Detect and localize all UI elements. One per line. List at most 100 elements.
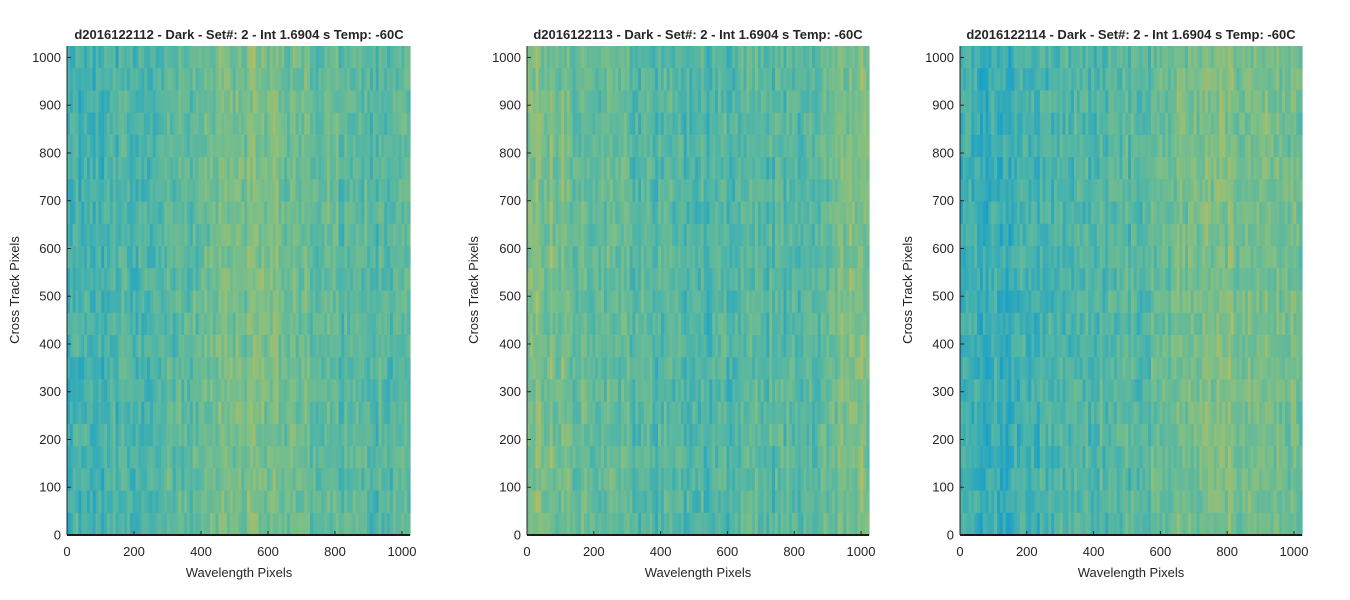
heatmap-cell (643, 157, 648, 180)
heatmap-cell (755, 446, 759, 469)
heatmap-cell (760, 90, 765, 114)
heatmap-cell (381, 46, 385, 69)
heatmap-cell (777, 268, 782, 292)
heatmap-cell (809, 423, 813, 447)
heatmap-cell (204, 312, 208, 336)
heatmap-cell (401, 157, 405, 180)
heatmap-cell (834, 423, 839, 447)
heatmap-cell (592, 201, 596, 225)
heatmap-cell (112, 312, 117, 336)
heatmap-cell (304, 68, 308, 92)
heatmap-cell (618, 290, 622, 314)
heatmap-cell (181, 312, 185, 336)
heatmap-cell (675, 46, 679, 69)
heatmap-cell (364, 468, 368, 492)
heatmap-cell (683, 46, 688, 69)
heatmap-cell (586, 401, 591, 425)
heatmap-cell (272, 401, 277, 425)
heatmap-cell (609, 357, 614, 381)
heatmap-cell (806, 68, 810, 92)
heatmap-cell (794, 423, 799, 447)
heatmap-cell (355, 268, 360, 292)
heatmap-cell (555, 468, 559, 492)
heatmap-cell (81, 246, 85, 269)
heatmap-cell (626, 201, 631, 225)
heatmap-cell (541, 423, 545, 447)
heatmap-cell (569, 134, 574, 158)
heatmap-cell (723, 290, 728, 314)
heatmap-cell (87, 201, 91, 225)
heatmap-cell (167, 468, 171, 492)
heatmap-cell (164, 490, 168, 514)
heatmap-cell (635, 357, 639, 381)
heatmap-cell (535, 357, 539, 381)
heatmap-cell (358, 468, 363, 492)
heatmap-cell (575, 334, 579, 358)
heatmap-cell (98, 446, 102, 469)
heatmap-cell (292, 90, 297, 114)
heatmap-cell (141, 201, 145, 225)
heatmap-cell (118, 46, 122, 69)
heatmap-cell (857, 290, 862, 314)
heatmap-cell (392, 112, 397, 136)
heatmap-cell (341, 512, 345, 536)
heatmap-cell (395, 46, 400, 69)
heatmap-cell (212, 423, 217, 447)
x-tick-label: 400 (190, 544, 212, 559)
heatmap-cell (772, 401, 776, 425)
heatmap-cell (115, 201, 120, 225)
heatmap-cell (329, 468, 334, 492)
heatmap-cell (538, 201, 542, 225)
heatmap-cell (834, 201, 839, 225)
heatmap-cell (112, 179, 117, 203)
heatmap-cell (544, 246, 548, 269)
heatmap-cell (692, 134, 696, 158)
heatmap-cell (603, 246, 608, 269)
heatmap-cell (663, 46, 668, 69)
heatmap-cell (244, 68, 248, 92)
heatmap-cell (278, 312, 282, 336)
heatmap-cell (532, 312, 537, 336)
heatmap-cell (241, 290, 245, 314)
heatmap-cell (544, 134, 548, 158)
heatmap-cell (152, 423, 157, 447)
heatmap-cell (606, 423, 611, 447)
heatmap-cell (794, 268, 799, 292)
heatmap-cell (863, 401, 867, 425)
heatmap-cell (546, 312, 551, 336)
heatmap-cell (201, 112, 205, 136)
heatmap-cell (232, 223, 237, 247)
heatmap-cell (629, 246, 634, 269)
heatmap-cell (715, 112, 719, 136)
heatmap-cell (227, 512, 231, 536)
heatmap-cell (786, 401, 790, 425)
heatmap-cell (267, 468, 271, 492)
heatmap-cell (92, 468, 97, 492)
heatmap-cell (558, 112, 562, 136)
heatmap-cell (341, 268, 345, 292)
heatmap-cell (229, 201, 234, 225)
heatmap-cell (766, 90, 770, 114)
heatmap-cell (666, 401, 671, 425)
heatmap-cell (138, 68, 142, 92)
heatmap-cell (332, 179, 337, 203)
heatmap-cell (387, 179, 391, 203)
heatmap-cell (826, 401, 830, 425)
heatmap-cell (324, 379, 328, 403)
heatmap-cell (224, 246, 228, 269)
heatmap-cell (107, 446, 111, 469)
heatmap-cell (638, 179, 642, 203)
heatmap-cell (352, 401, 357, 425)
heatmap-cell (675, 423, 679, 447)
heatmap-cell (218, 468, 222, 492)
heatmap-cell (606, 201, 611, 225)
y-tick-label: 400 (39, 336, 61, 351)
heatmap-cell (581, 157, 585, 180)
heatmap-cell (755, 223, 759, 247)
heatmap-cell (840, 179, 844, 203)
heatmap-cell (215, 46, 220, 69)
heatmap-cell (149, 490, 154, 514)
heatmap-cell (384, 179, 388, 203)
heatmap-cell (806, 223, 810, 247)
heatmap-cell (264, 468, 268, 492)
